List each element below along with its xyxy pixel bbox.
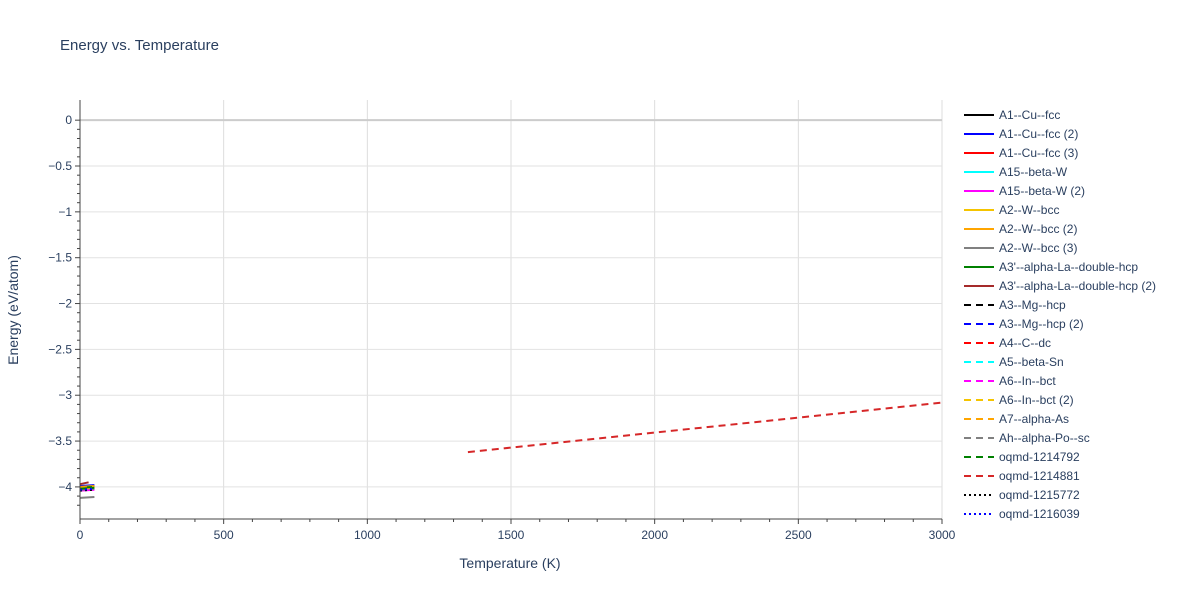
- x-tick-label: 500: [214, 528, 234, 542]
- legend-item[interactable]: A2--W--bcc: [964, 203, 1059, 217]
- y-tick-label: −3: [58, 388, 72, 402]
- legend: A1--Cu--fcc A1--Cu--fcc (2) A1--Cu--fcc (3…: [964, 108, 1156, 521]
- legend-label: oqmd-1215772: [999, 488, 1080, 502]
- legend-label: Ah--alpha-Po--sc: [999, 431, 1090, 445]
- x-tick-label: 0: [77, 528, 84, 542]
- x-axis-title: Temperature (K): [459, 555, 560, 571]
- legend-label: A1--Cu--fcc (2): [999, 127, 1078, 141]
- legend-label: A7--alpha-As: [999, 412, 1069, 426]
- series-line-8: [79, 496, 95, 499]
- legend-label: A2--W--bcc: [999, 203, 1059, 217]
- legend-item[interactable]: A3'--alpha-La--double-hcp: [964, 260, 1138, 274]
- legend-item[interactable]: oqmd-1214881: [964, 469, 1080, 483]
- legend-item[interactable]: A1--Cu--fcc (3): [964, 146, 1078, 160]
- legend-item[interactable]: oqmd-1214792: [964, 450, 1080, 464]
- legend-label: A15--beta-W (2): [999, 184, 1085, 198]
- legend-item[interactable]: A7--alpha-As: [964, 412, 1069, 426]
- y-tick-label: −1.5: [48, 251, 72, 265]
- series-line-19: [79, 486, 95, 490]
- legend-item[interactable]: A3'--alpha-La--double-hcp (2): [964, 279, 1156, 293]
- y-tick-label: −2.5: [48, 342, 72, 356]
- legend-item[interactable]: A6--In--bct (2): [964, 393, 1074, 407]
- legend-label: A3--Mg--hcp (2): [999, 317, 1084, 331]
- y-tick-label: −0.5: [48, 159, 72, 173]
- legend-item[interactable]: A3--Mg--hcp: [964, 298, 1066, 312]
- legend-label: A3--Mg--hcp: [999, 298, 1066, 312]
- legend-label: A1--Cu--fcc: [999, 108, 1060, 122]
- legend-item[interactable]: Ah--alpha-Po--sc: [964, 431, 1090, 445]
- x-tick-label: 2000: [641, 528, 668, 542]
- legend-item[interactable]: A15--beta-W (2): [964, 184, 1085, 198]
- legend-label: A4--C--dc: [999, 336, 1051, 350]
- legend-label: A2--W--bcc (3): [999, 241, 1077, 255]
- legend-label: A6--In--bct: [999, 374, 1056, 388]
- legend-label: A6--In--bct (2): [999, 393, 1074, 407]
- legend-item[interactable]: A2--W--bcc (3): [964, 241, 1077, 255]
- legend-label: A2--W--bcc (2): [999, 222, 1077, 236]
- legend-label: oqmd-1214881: [999, 469, 1080, 483]
- legend-item[interactable]: A1--Cu--fcc: [964, 108, 1060, 122]
- series-line-10: [79, 481, 89, 486]
- y-axis-title: Energy (eV/atom): [5, 255, 21, 365]
- x-tick-label: 1000: [354, 528, 381, 542]
- legend-label: A3'--alpha-La--double-hcp: [999, 260, 1138, 274]
- legend-item[interactable]: A2--W--bcc (2): [964, 222, 1077, 236]
- x-tick-label: 1500: [498, 528, 525, 542]
- y-tick-label: −2: [58, 297, 72, 311]
- legend-label: oqmd-1214792: [999, 450, 1080, 464]
- plot-area: [79, 401, 943, 499]
- axes: 0 500 1000 1500 2000 2500 3000 0 −0.5 −1 −1.5 −2 −2.…: [48, 100, 956, 542]
- legend-item[interactable]: A4--C--dc: [964, 336, 1051, 350]
- legend-item[interactable]: A1--Cu--fcc (2): [964, 127, 1078, 141]
- legend-item[interactable]: oqmd-1215772: [964, 488, 1080, 502]
- series-line-20: [467, 401, 943, 454]
- legend-item[interactable]: oqmd-1216039: [964, 507, 1080, 521]
- legend-item[interactable]: A5--beta-Sn: [964, 355, 1064, 369]
- chart-title: Energy vs. Temperature: [60, 37, 219, 54]
- y-tick-label: 0: [65, 113, 72, 127]
- legend-label: A5--beta-Sn: [999, 355, 1064, 369]
- x-tick-label: 3000: [929, 528, 956, 542]
- legend-item[interactable]: A3--Mg--hcp (2): [964, 317, 1084, 331]
- legend-label: A15--beta-W: [999, 165, 1068, 179]
- legend-label: A1--Cu--fcc (3): [999, 146, 1078, 160]
- x-tick-label: 2500: [785, 528, 812, 542]
- grid-lines: [80, 100, 943, 519]
- legend-item[interactable]: A15--beta-W: [964, 165, 1068, 179]
- legend-item[interactable]: A6--In--bct: [964, 374, 1056, 388]
- y-tick-label: −1: [58, 205, 72, 219]
- y-tick-label: −3.5: [48, 434, 72, 448]
- legend-label: A3'--alpha-La--double-hcp (2): [999, 279, 1156, 293]
- legend-label: oqmd-1216039: [999, 507, 1080, 521]
- y-tick-label: −4: [58, 480, 72, 494]
